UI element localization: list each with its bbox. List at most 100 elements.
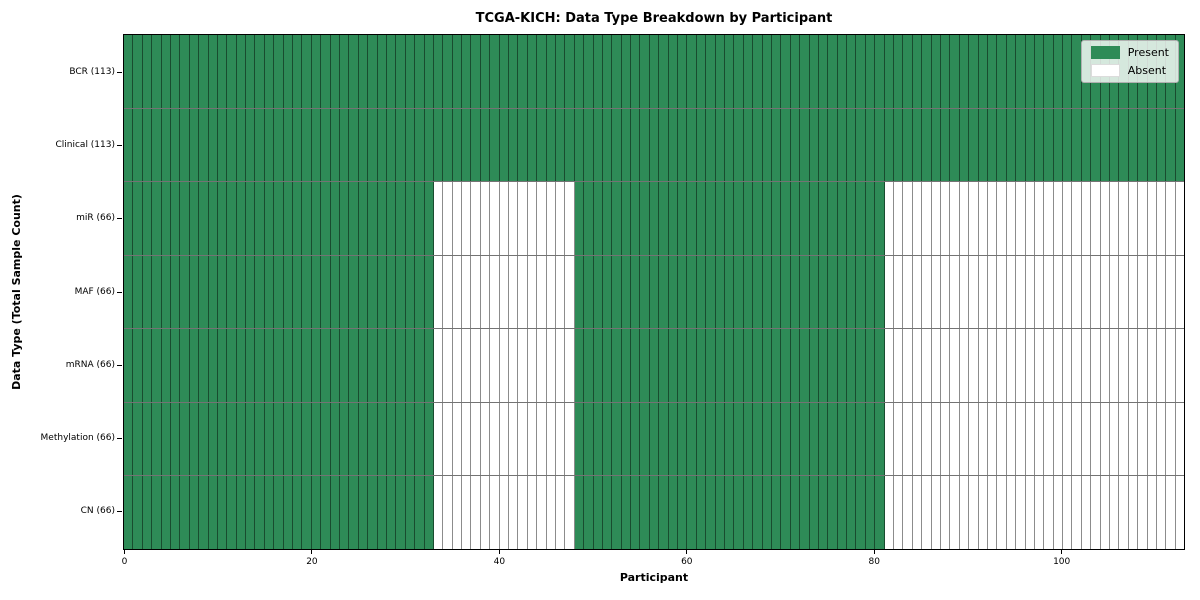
cell-present — [715, 329, 725, 402]
cell-absent — [527, 255, 538, 329]
cell-absent — [1072, 329, 1082, 402]
cell-absent — [894, 476, 904, 550]
cell-present — [612, 108, 622, 182]
cell-absent — [1016, 255, 1026, 329]
cell-absent — [1119, 329, 1129, 402]
cell-absent — [499, 255, 510, 329]
cell-absent — [555, 402, 566, 476]
cell-present — [668, 476, 679, 550]
cell-present — [161, 108, 171, 182]
cell-present — [725, 255, 735, 329]
cell-present — [180, 182, 190, 255]
cell-absent — [1063, 402, 1073, 476]
cell-present — [236, 182, 247, 255]
cell-present — [386, 182, 397, 255]
cell-absent — [471, 182, 481, 255]
cell-present — [321, 402, 331, 476]
y-tick-mark — [117, 364, 122, 366]
legend-label-absent: Absent — [1127, 64, 1167, 77]
legend-entry-absent: Absent — [1090, 64, 1169, 77]
y-tick-label: Clinical (113) — [55, 139, 115, 150]
cell-present — [199, 182, 209, 255]
cell-present — [734, 476, 744, 550]
cell-present — [255, 476, 265, 550]
cell-present — [161, 402, 171, 476]
cell-absent — [1044, 476, 1054, 550]
cell-present — [396, 476, 406, 550]
chart-title: TCGA-KICH: Data Type Breakdown by Partic… — [475, 11, 833, 26]
cell-absent — [546, 329, 556, 402]
cell-absent — [987, 182, 998, 255]
cell-absent — [950, 255, 960, 329]
cell-present — [293, 182, 303, 255]
cell-present — [246, 35, 256, 108]
cell-absent — [555, 329, 566, 402]
cell-present — [678, 35, 688, 108]
cell-present — [386, 35, 397, 108]
cell-absent — [527, 329, 538, 402]
cell-present — [527, 108, 538, 182]
cell-present — [330, 182, 340, 255]
cell-present — [809, 255, 819, 329]
cell-present — [574, 182, 585, 255]
cell-present — [499, 35, 510, 108]
cell-absent — [1053, 476, 1064, 550]
cell-present — [781, 35, 791, 108]
cell-present — [424, 476, 434, 550]
cell-present — [649, 329, 660, 402]
cell-present — [161, 255, 171, 329]
cell-absent — [1063, 329, 1073, 402]
cell-absent — [527, 476, 538, 550]
cell-present — [358, 329, 369, 402]
heatmap-row — [124, 402, 1185, 477]
cell-present — [227, 402, 237, 476]
cell-absent — [1166, 182, 1176, 255]
cell-absent — [959, 476, 970, 550]
cell-absent — [1175, 476, 1185, 550]
cell-present — [612, 35, 622, 108]
cell-absent — [509, 255, 519, 329]
cell-present — [133, 108, 143, 182]
cell-present — [405, 402, 416, 476]
cell-present — [330, 255, 340, 329]
cell-absent — [1006, 329, 1017, 402]
cell-present — [1175, 108, 1185, 182]
cell-present — [612, 182, 622, 255]
cell-present — [865, 476, 876, 550]
cell-present — [189, 255, 200, 329]
cell-present — [1053, 35, 1064, 108]
cell-present — [781, 402, 791, 476]
cell-absent — [940, 476, 951, 550]
cell-absent — [471, 402, 481, 476]
cell-present — [368, 35, 378, 108]
cell-present — [602, 329, 613, 402]
cell-present — [180, 108, 190, 182]
cell-absent — [1025, 402, 1035, 476]
cell-present — [246, 255, 256, 329]
cell-absent — [1091, 255, 1101, 329]
cell-present — [555, 35, 566, 108]
cell-present — [743, 402, 754, 476]
cell-present — [790, 329, 801, 402]
cell-present — [339, 402, 350, 476]
cell-present — [847, 255, 857, 329]
cell-absent — [1091, 182, 1101, 255]
cell-present — [847, 108, 857, 182]
cell-present — [386, 108, 397, 182]
cell-present — [1025, 35, 1035, 108]
cell-present — [668, 402, 679, 476]
cell-absent — [922, 329, 932, 402]
cell-absent — [884, 255, 895, 329]
cell-absent — [565, 402, 575, 476]
cell-absent — [1006, 182, 1017, 255]
cell-present — [678, 402, 688, 476]
cell-present — [321, 35, 331, 108]
cell-present — [227, 476, 237, 550]
cell-absent — [1119, 255, 1129, 329]
cell-absent — [1025, 329, 1035, 402]
cell-present — [368, 108, 378, 182]
cell-present — [339, 108, 350, 182]
cell-present — [706, 402, 716, 476]
cell-absent — [1063, 255, 1073, 329]
cell-absent — [518, 329, 528, 402]
